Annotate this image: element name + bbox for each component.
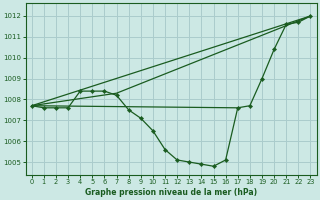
X-axis label: Graphe pression niveau de la mer (hPa): Graphe pression niveau de la mer (hPa) [85,188,257,197]
